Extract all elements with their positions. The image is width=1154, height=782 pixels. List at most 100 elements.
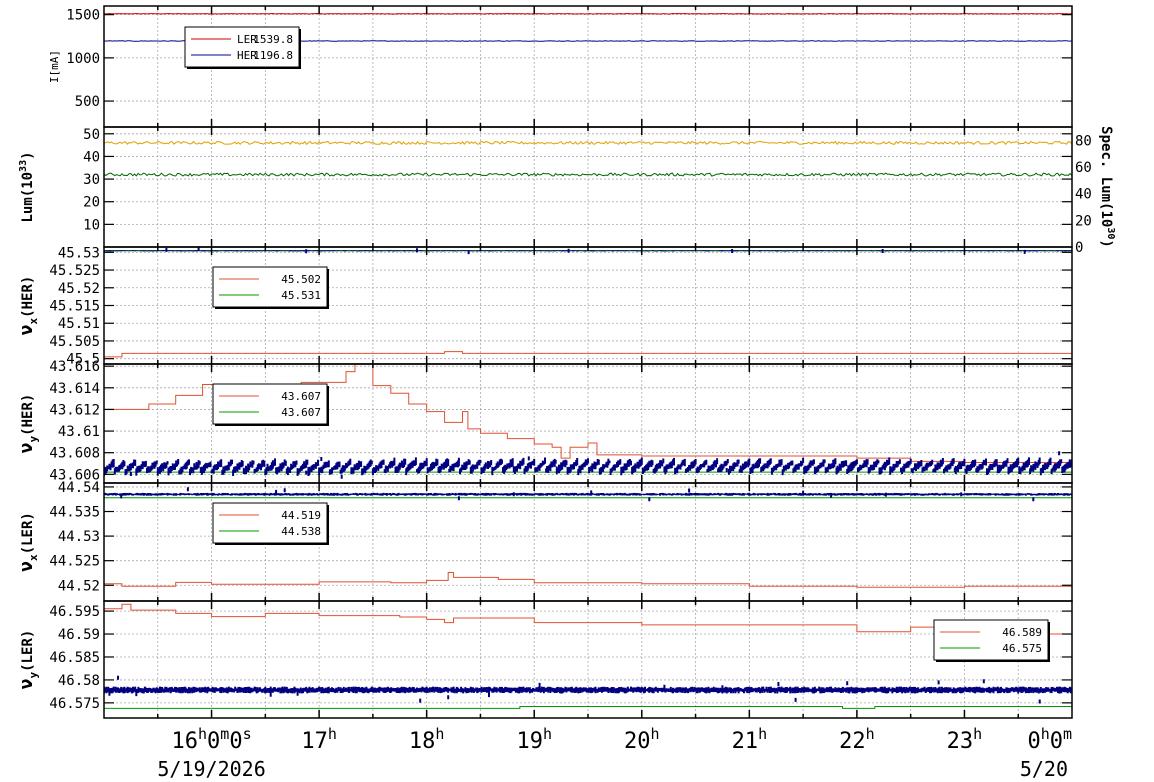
legend-nux_her: 45.502 45.531 [212,266,329,309]
y-tick-label: 46.595 [49,604,100,620]
x-tick-label: 20h [624,725,660,754]
series-line-Spec. Lum [104,172,1072,177]
y-tick-label: 44.53 [58,529,100,545]
y-axis-title: νy(LER) [16,630,40,690]
legend-value: 45.502 [281,273,321,286]
y2-axis-title: Spec. Lum(1030) [1098,126,1116,248]
panel-luminosity: 10 20 30 40 50 0 20 40 60 80 Spec. Lum(1030) Lum(10… [18,126,1116,256]
y-tick-label: 44.535 [49,505,100,521]
y-tick-label: 10 [83,217,100,233]
y-tick-label: 43.606 [49,467,100,483]
y-axis-title: I[mA] [48,50,61,83]
y-tick-label: 46.59 [58,627,100,643]
y-tick-label: 43.61 [58,424,100,440]
x-tick-label: 0h0m [1027,725,1072,754]
y-tick-label: 44.525 [49,554,100,570]
legend-box [212,266,328,308]
legend-series-name: HER [237,49,257,62]
y-axis-title: νx(HER) [16,276,40,336]
y-tick-label: 1500 [66,8,100,24]
x-tick-label: 16h0m0s [172,725,252,754]
legend-box [184,26,300,68]
legend-value: 45.531 [281,289,321,302]
series-band-meas [104,675,1072,704]
y-tick-label: 46.575 [49,696,100,712]
legend-nuy_ler: 46.589 46.575 [933,619,1050,662]
y2-tick-label: 80 [1075,133,1092,149]
legend-box [933,619,1049,661]
series-group-luminosity [104,140,1072,177]
legend-box [212,502,328,544]
x-tick-label: 18h [409,725,445,754]
grid-luminosity [104,127,1072,247]
y-tick-label: 45.52 [58,281,100,297]
legend-box [212,383,328,425]
y2-tick-label: 0 [1075,240,1083,256]
series-line-Lum [104,140,1072,146]
grid-current [104,6,1072,127]
legend-value: 43.607 [281,390,321,403]
band-strokes [104,675,1072,704]
x-tick-label: 23h [947,725,983,754]
legend-nuy_her: 43.607 43.607 [212,383,329,426]
band-strokes [104,451,1072,479]
y-tick-label: 44.54 [58,480,100,496]
y-tick-label: 45.51 [58,316,100,332]
y-tick-label: 45.525 [49,263,100,279]
series-group-nuy_ler [104,603,1072,709]
legend-nux_ler: 44.519 44.538 [212,502,329,545]
series-group-nux_ler [104,487,1072,588]
date-label-left: 5/19/2026 [157,757,265,781]
y-tick-label: 500 [75,94,100,110]
y-axis-title: νy(HER) [16,394,40,454]
y-tick-label: 40 [83,149,100,165]
legend-value: 43.607 [281,406,321,419]
y-tick-label: 45.53 [58,245,100,261]
legend-value: 44.519 [281,509,321,522]
series-line-set-x [104,603,1072,637]
series-band-meas [104,451,1072,479]
legend-value: 44.538 [281,525,321,538]
y-tick-label: 43.616 [49,359,100,375]
series-line-set-x [104,351,1072,358]
y-tick-label: 45.505 [49,334,100,350]
panel-nuy_ler: 46.575 46.58 46.585 46.59 46.595 νy(LER) 46.58… [16,600,1073,719]
y2-tick-label: 20 [1075,213,1092,229]
y-tick-label: 46.58 [58,673,100,689]
legend-value: 1196.8 [253,49,293,62]
x-axis-labels: 16h0m0s 17h 18h 19h 20h 21h 22h 23h 0h0m 5/19/202… [157,725,1072,781]
y-tick-label: 45.515 [49,299,100,315]
legend-series-name: LER [237,33,257,46]
series-line-set-x [104,364,1072,464]
y-tick-label: 30 [83,172,100,188]
band-strokes [104,487,1072,502]
series-group-nuy_her [104,364,1072,479]
y-tick-label: 43.612 [49,402,100,418]
y-axis-title: Lum(1033) [18,151,36,222]
panel-nux_ler: 44.52 44.525 44.53 44.535 44.54 νx(LER) 44.519… [16,480,1073,602]
y-tick-label: 45.5 [66,352,100,368]
y2-tick-label: 40 [1075,187,1092,203]
series-line-LER [104,12,1072,15]
date-label-right: 5/20 [1020,757,1068,781]
series-band-meas [104,487,1072,502]
x-tick-label: 21h [732,725,768,754]
panel-nuy_her: 43.606 43.608 43.61 43.612 43.614 43.616 νy(HE… [16,359,1073,484]
legend-value: 1539.8 [253,33,293,46]
y-tick-label: 43.608 [49,446,100,462]
series-line-set-x [104,571,1072,588]
x-tick-label: 17h [301,725,337,754]
y-tick-label: 44.52 [58,578,100,594]
x-tick-label: 22h [839,725,875,754]
grid-nux_her [104,247,1072,364]
y-axis-title: νx(LER) [16,512,40,572]
y-tick-label: 43.614 [49,381,100,397]
y-tick-label: 50 [83,127,100,143]
series-line-set-y [104,706,1072,709]
x-tick-label: 19h [516,725,552,754]
legend-value: 46.575 [1002,642,1042,655]
